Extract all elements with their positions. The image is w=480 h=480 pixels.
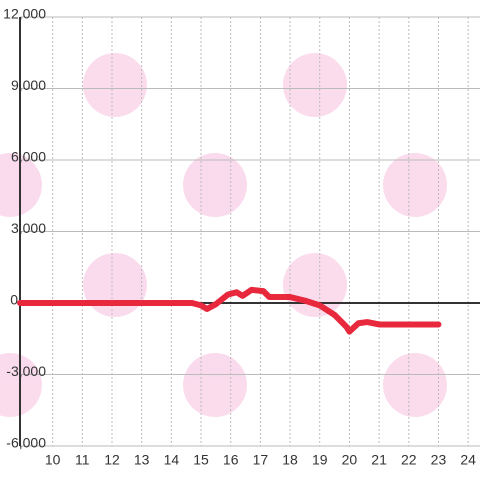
y-tick-label: -6,000 [6, 435, 46, 451]
data-line [17, 286, 442, 335]
x-tick-label: 10 [45, 452, 61, 468]
x-tick-label: 21 [371, 452, 387, 468]
x-tick-label: 11 [75, 452, 90, 468]
x-tick-label: 14 [164, 452, 180, 468]
x-tick-label: 13 [134, 452, 150, 468]
x-tick-label: 24 [460, 452, 476, 468]
y-tick-label: 0 [10, 292, 18, 308]
y-tick-label: -3,000 [6, 363, 46, 379]
x-tick-label: 20 [342, 452, 358, 468]
x-tick-label: 18 [282, 452, 298, 468]
x-tick-label: 19 [312, 452, 328, 468]
x-tick-label: 23 [431, 452, 447, 468]
y-tick-label: 6,000 [11, 149, 46, 165]
y-tick-label: 3,000 [11, 220, 46, 236]
x-tick-label: 16 [223, 452, 239, 468]
x-tick-label: 15 [193, 452, 209, 468]
x-tick-label: 22 [401, 452, 417, 468]
watermarks [0, 53, 447, 417]
x-tick-label: 12 [104, 452, 120, 468]
y-tick-label: 12,000 [3, 6, 46, 22]
y-tick-label: 9,000 [11, 77, 46, 93]
x-tick-label: 17 [253, 452, 269, 468]
